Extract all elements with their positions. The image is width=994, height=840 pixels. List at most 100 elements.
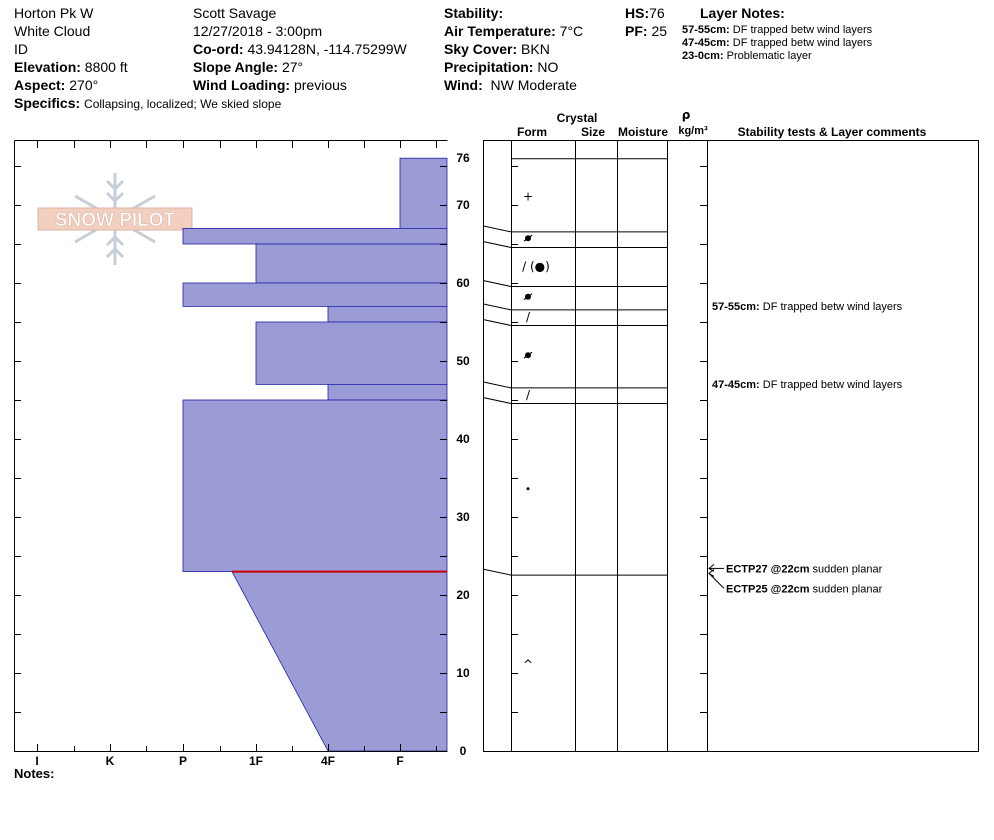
coord-value: 43.94128N, -114.75299W bbox=[247, 41, 407, 57]
column-form: Form bbox=[517, 125, 547, 139]
aspect-label: Aspect: bbox=[14, 77, 66, 93]
snowpilot-logo: SNOW PILOT bbox=[37, 173, 193, 265]
depth-label: 70 bbox=[456, 198, 470, 212]
column-size: Size bbox=[581, 125, 605, 139]
layer-note: 47-45cm: DF trapped betw wind layers bbox=[682, 37, 873, 49]
depth-label: 50 bbox=[456, 354, 470, 368]
layer-connector bbox=[482, 397, 512, 404]
column-density-unit: kg/m³ bbox=[678, 125, 708, 137]
elevation: Elevation: 8800 ft bbox=[14, 58, 128, 76]
elevation-label: Elevation: bbox=[14, 59, 81, 75]
hardness-layer bbox=[255, 321, 448, 385]
wind: Wind: NW Moderate bbox=[444, 76, 577, 94]
wind-label: Wind: bbox=[444, 77, 483, 93]
layer-comment: 57-55cm: DF trapped betw wind layers bbox=[712, 301, 903, 313]
wind-value: NW Moderate bbox=[490, 77, 577, 93]
hardness-layer bbox=[327, 383, 448, 401]
hardness-tick-label: K bbox=[106, 754, 115, 768]
column-rho: ρ bbox=[682, 108, 691, 122]
column-moisture: Moisture bbox=[618, 125, 668, 139]
coordinates: Co-ord: 43.94128N, -114.75299W bbox=[193, 40, 407, 58]
wind-loading-label: Wind Loading: bbox=[193, 77, 291, 93]
logo-text: SNOW PILOT bbox=[55, 210, 176, 231]
observer: Scott Savage bbox=[193, 5, 277, 21]
coord-label: Co-ord: bbox=[193, 41, 244, 57]
hardness-frame bbox=[14, 140, 448, 752]
hardness-layer bbox=[182, 227, 448, 245]
stability-test: ECTP25 @22cm sudden planar bbox=[726, 583, 883, 595]
column-crystal: Crystal bbox=[557, 111, 598, 125]
pf-value: 25 bbox=[651, 23, 668, 39]
datetime: 12/27/2018 - 3:00pm bbox=[193, 23, 323, 39]
hardness-layer bbox=[327, 305, 448, 323]
precipitation: Precipitation: NO bbox=[444, 58, 558, 76]
slope-value: 27° bbox=[281, 59, 304, 75]
layer-note: 57-55cm: DF trapped betw wind layers bbox=[682, 24, 873, 36]
pf-label: PF: bbox=[625, 23, 648, 39]
stability-test: ECTP27 @22cm sudden planar bbox=[726, 563, 883, 575]
form-melt-freeze-bar bbox=[523, 351, 533, 359]
layer-connector bbox=[482, 319, 512, 326]
layer-note: 23-0cm: Problematic layer bbox=[682, 50, 812, 62]
specifics-label: Specifics: bbox=[14, 95, 81, 111]
air-temp-value: 7°C bbox=[559, 23, 584, 39]
hardness-layer bbox=[399, 157, 448, 229]
hardness-tick-label: 4F bbox=[321, 754, 335, 768]
hardness-layer bbox=[255, 243, 448, 284]
elevation-value: 8800 ft bbox=[84, 59, 128, 75]
layer-notes-title: Layer Notes: bbox=[700, 5, 785, 21]
air-temperature: Air Temperature: 7°C bbox=[444, 22, 583, 40]
sky-value: BKN bbox=[521, 41, 550, 57]
depth-label: 0 bbox=[460, 744, 467, 758]
hardness-tick-label: F bbox=[396, 754, 403, 768]
hardness-layer bbox=[182, 399, 448, 573]
range: White Cloud bbox=[14, 23, 91, 39]
depth-label: 60 bbox=[456, 276, 470, 290]
state: ID bbox=[14, 41, 28, 57]
hardness-tick-label: I bbox=[35, 754, 38, 768]
depth-label: 20 bbox=[456, 588, 470, 602]
wind-loading: Wind Loading: previous bbox=[193, 76, 347, 94]
form-melt-freeze-bar bbox=[523, 234, 533, 242]
depth-label: 40 bbox=[456, 432, 470, 446]
sky-cover: Sky Cover: BKN bbox=[444, 40, 550, 58]
depth-label: 30 bbox=[456, 510, 470, 524]
form-symbol: / (●) bbox=[522, 260, 550, 274]
hardness-layer bbox=[231, 571, 448, 752]
hardness-tick-label: P bbox=[179, 754, 187, 768]
specifics: Specifics: Collapsing, localized; We ski… bbox=[14, 94, 281, 113]
form-melt-freeze-bar bbox=[523, 293, 533, 301]
form-symbol: ^ bbox=[523, 657, 533, 671]
notes-label: Notes: bbox=[14, 766, 54, 781]
hs-label: HS: bbox=[625, 5, 650, 21]
form-symbol: / bbox=[526, 310, 531, 324]
stability-test-arrowhead bbox=[708, 569, 715, 577]
location: Horton Pk W bbox=[14, 5, 94, 21]
layer-connector bbox=[482, 568, 512, 576]
form-symbol: + bbox=[523, 189, 533, 203]
form-symbol: / bbox=[526, 388, 531, 402]
stability-label: Stability: bbox=[444, 5, 504, 21]
layer-table-grid bbox=[483, 140, 979, 752]
hs: HS:76 bbox=[625, 4, 665, 22]
aspect: Aspect: 270° bbox=[14, 76, 98, 94]
layer-comment: 47-45cm: DF trapped betw wind layers bbox=[712, 379, 903, 391]
slope-angle: Slope Angle: 27° bbox=[193, 58, 303, 76]
specifics-value: Collapsing, localized; We skied slope bbox=[84, 97, 282, 111]
depth-label: 76 bbox=[456, 151, 470, 165]
layer-connector bbox=[482, 225, 512, 233]
hardness-tick-label: 1F bbox=[249, 754, 263, 768]
sky-label: Sky Cover: bbox=[444, 41, 518, 57]
layer-connector bbox=[482, 241, 512, 248]
precip-value: NO bbox=[537, 59, 559, 75]
layer-connector bbox=[482, 303, 512, 311]
layer-connector bbox=[482, 280, 512, 287]
aspect-value: 270° bbox=[69, 77, 99, 93]
pf: PF: 25 bbox=[625, 22, 667, 40]
precip-label: Precipitation: bbox=[444, 59, 534, 75]
stability: Stability: bbox=[444, 4, 503, 22]
layer-connector bbox=[482, 381, 512, 389]
column-stability: Stability tests & Layer comments bbox=[738, 125, 927, 139]
air-temp-label: Air Temperature: bbox=[444, 23, 556, 39]
